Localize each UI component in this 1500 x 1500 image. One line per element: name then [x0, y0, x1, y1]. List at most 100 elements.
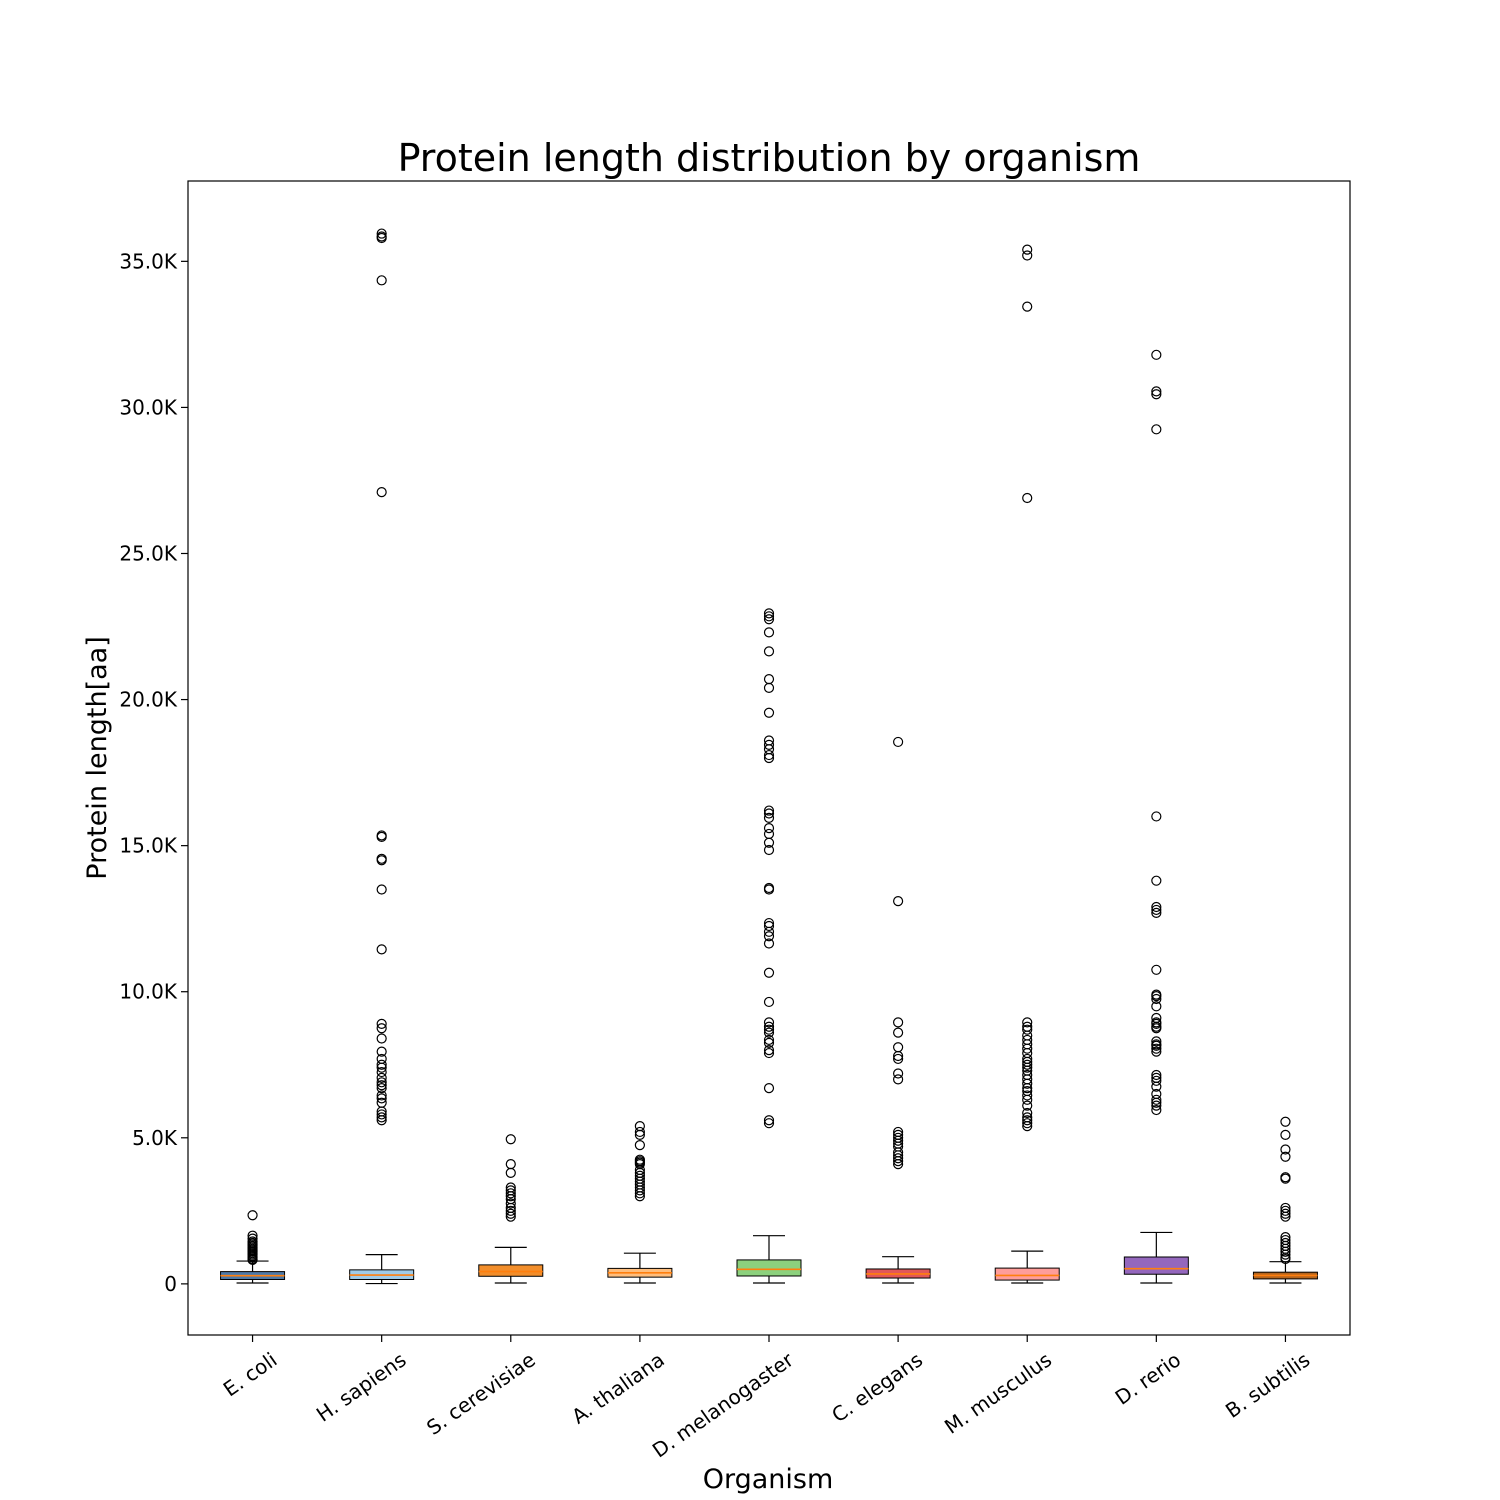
- outlier-point: [376, 1090, 387, 1101]
- outlier-point: [763, 884, 775, 895]
- outlier-point: [1151, 993, 1162, 1005]
- box-series: [220, 228, 1318, 1285]
- outlier-point: [763, 1024, 775, 1035]
- outlier-point: [763, 682, 775, 693]
- y-tick-label: 25.0K: [119, 541, 178, 565]
- y-tick-label: 30.0K: [119, 395, 178, 419]
- outlier-point: [1280, 1151, 1291, 1162]
- outlier-point: [376, 228, 387, 239]
- outlier-point: [1280, 1253, 1291, 1265]
- outlier-point: [1280, 1249, 1291, 1260]
- outlier-point: [1022, 492, 1033, 504]
- outlier-point: [376, 855, 387, 866]
- outlier-point: [1280, 1211, 1291, 1222]
- outlier-point: [1151, 901, 1162, 913]
- outlier-point: [1280, 1246, 1291, 1257]
- outlier-point: [893, 1053, 904, 1065]
- box-h-sapiens: [349, 228, 415, 1285]
- outlier-point: [1022, 1078, 1033, 1089]
- x-tick-label: E. coli: [219, 1347, 282, 1401]
- y-tick-label: 0: [164, 1272, 177, 1296]
- outlier-point: [763, 931, 775, 942]
- outlier-point: [376, 1023, 387, 1034]
- outlier-point: [1151, 907, 1162, 918]
- outlier-point: [1022, 1094, 1033, 1105]
- x-tick-label: A. thaliana: [567, 1347, 669, 1428]
- outlier-point: [1022, 1062, 1033, 1073]
- outlier-point: [763, 614, 775, 625]
- outlier-point: [376, 1077, 387, 1088]
- outlier-point: [1022, 1059, 1033, 1070]
- outlier-point: [1022, 1121, 1033, 1132]
- outlier-point: [893, 1027, 904, 1038]
- x-axis-label: Organism: [703, 1464, 834, 1495]
- outlier-point: [376, 1033, 387, 1044]
- outlier-point: [376, 1062, 387, 1073]
- y-tick-label: 15.0K: [119, 834, 178, 858]
- outlier-point: [1151, 1104, 1162, 1116]
- box-d-rerio: [1123, 349, 1189, 1284]
- y-tick-label: 20.0K: [119, 688, 178, 712]
- outlier-point: [1022, 1043, 1033, 1054]
- outlier-point: [634, 1140, 645, 1151]
- outlier-point: [1151, 389, 1162, 400]
- outlier-point: [376, 232, 387, 244]
- box-e-coli: [220, 1210, 286, 1284]
- outlier-point: [1151, 904, 1162, 916]
- outlier-point: [763, 749, 775, 761]
- x-axis: E. coli H. sapiens S. cerevisiae A. thalian…: [219, 1335, 1314, 1463]
- box-iqr: [994, 1267, 1060, 1281]
- outlier-point: [505, 1167, 516, 1178]
- outlier-point: [376, 1093, 387, 1104]
- outlier-point: [634, 1185, 645, 1196]
- outlier-point: [893, 1068, 904, 1079]
- outlier-point: [1280, 1116, 1291, 1127]
- outlier-point: [376, 1080, 387, 1091]
- outlier-point: [505, 1134, 516, 1145]
- outlier-point: [763, 1045, 775, 1056]
- outlier-point: [1151, 1018, 1162, 1029]
- outlier-point: [505, 1191, 516, 1202]
- outlier-point: [1022, 1107, 1033, 1119]
- box-m-musculus: [994, 244, 1060, 1284]
- outlier-point: [1151, 349, 1162, 360]
- outlier-point: [1151, 1100, 1162, 1111]
- outlier-point: [763, 920, 775, 932]
- y-tick-label: 5.0K: [132, 1126, 178, 1150]
- outlier-point: [1022, 250, 1033, 261]
- outlier-point: [763, 1118, 775, 1129]
- outlier-point: [634, 1191, 645, 1202]
- outlier-point: [1022, 1024, 1033, 1035]
- box-c-elegans: [865, 736, 931, 1284]
- outlier-point: [376, 1046, 387, 1057]
- outlier-point: [763, 752, 775, 764]
- outlier-point: [1151, 1081, 1162, 1092]
- outlier-point: [763, 1115, 775, 1126]
- box-s-cerevisiae: [478, 1134, 544, 1284]
- outlier-point: [376, 1018, 387, 1029]
- chart-title: Protein length distribution by organism: [398, 136, 1141, 180]
- outlier-point: [505, 1211, 516, 1222]
- outlier-point: [893, 896, 904, 907]
- outlier-point: [893, 1017, 904, 1028]
- y-axis: 0 5.0K 10.0K 15.0K 20.0K 25.0K 30.0K 35.0K: [119, 249, 188, 1296]
- outlier-point: [1151, 424, 1162, 435]
- outlier-point: [634, 1126, 645, 1138]
- box-iqr: [736, 1259, 802, 1277]
- y-tick-label: 10.0K: [119, 980, 178, 1004]
- outlier-point: [1280, 1144, 1291, 1155]
- plot-frame: [187, 180, 1351, 1336]
- outlier-point: [893, 1158, 904, 1170]
- outlier-point: [1151, 386, 1162, 397]
- outlier-point: [893, 1042, 904, 1053]
- outlier-point: [1022, 1083, 1033, 1094]
- outlier-point: [376, 831, 387, 842]
- outlier-point: [1151, 1097, 1162, 1108]
- box-iqr: [1123, 1256, 1189, 1275]
- outlier-point: [763, 739, 775, 750]
- x-tick-label: H. sapiens: [312, 1347, 411, 1426]
- x-tick-label: D. rerio: [1111, 1347, 1186, 1409]
- outlier-point: [1151, 1094, 1162, 1105]
- outlier-point: [376, 1066, 387, 1078]
- outlier-point: [763, 967, 775, 978]
